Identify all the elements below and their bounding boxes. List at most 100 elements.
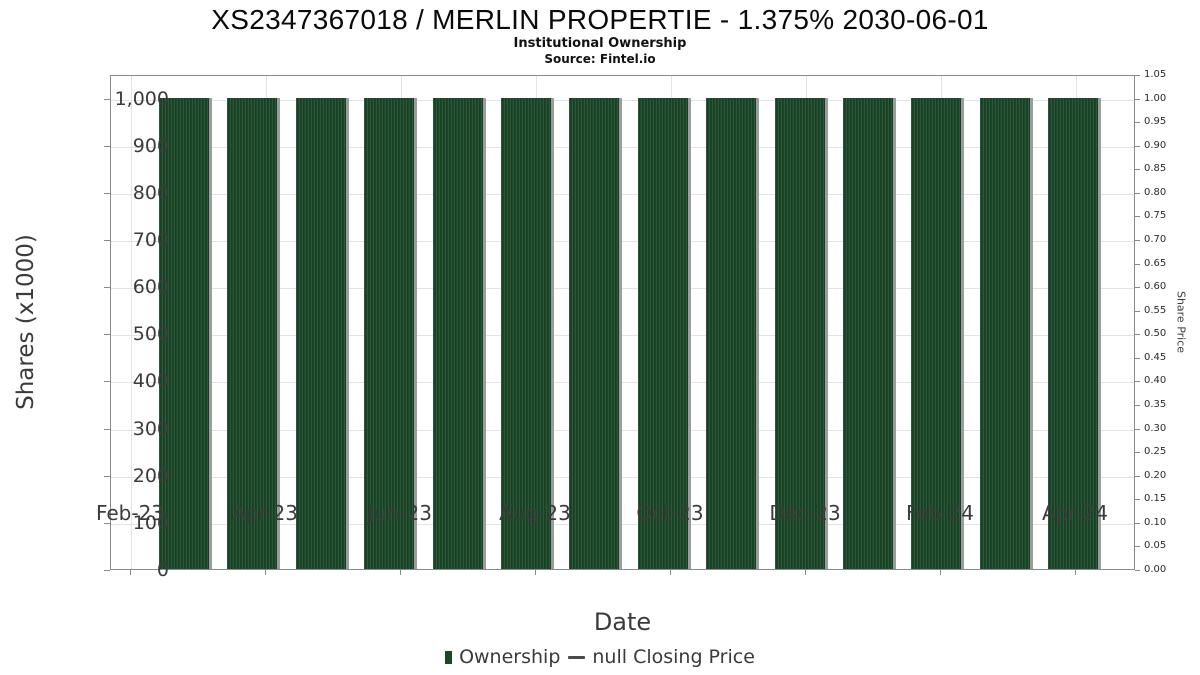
right-tick-mark bbox=[1135, 334, 1140, 336]
plot-area bbox=[110, 75, 1135, 570]
x-axis-tick-label: Apr-24 bbox=[1042, 501, 1108, 525]
x-tick-mark bbox=[265, 570, 266, 575]
right-tick-mark bbox=[1135, 381, 1140, 383]
left-axis-tick-label: 0 bbox=[156, 559, 169, 581]
x-axis-tick-label: Apr-23 bbox=[232, 501, 298, 525]
x-axis-tick-label: Aug-23 bbox=[499, 501, 571, 525]
right-axis-tick-label: 0.95 bbox=[1144, 116, 1167, 128]
right-axis-tick-label: 0.30 bbox=[1144, 422, 1167, 434]
x-tick-mark bbox=[805, 570, 806, 575]
right-axis-tick-label: 0.10 bbox=[1144, 516, 1167, 528]
left-axis-tick-label: 500 bbox=[132, 323, 169, 346]
right-tick-mark bbox=[1135, 499, 1140, 501]
x-tick-mark bbox=[130, 570, 131, 575]
ownership-bar[interactable] bbox=[911, 97, 962, 569]
left-tick-mark bbox=[104, 334, 110, 336]
h-gridline bbox=[111, 288, 1134, 290]
right-tick-mark bbox=[1135, 357, 1140, 359]
chart-source: Source: Fintel.io bbox=[544, 52, 656, 66]
left-axis-tick-label: 100 bbox=[132, 511, 169, 534]
right-axis-tick-label: 0.80 bbox=[1144, 186, 1167, 198]
ownership-bar[interactable] bbox=[774, 97, 825, 569]
left-axis-tick-label: 300 bbox=[132, 417, 169, 440]
ownership-bar[interactable] bbox=[637, 97, 688, 569]
right-axis-tick-label: 0.05 bbox=[1144, 540, 1167, 552]
ownership-bar[interactable] bbox=[432, 97, 483, 569]
ownership-bar[interactable] bbox=[159, 97, 209, 569]
x-tick-mark bbox=[940, 570, 941, 575]
legend-item-ownership[interactable]: Ownership bbox=[445, 646, 560, 668]
right-axis-tick-label: 0.90 bbox=[1144, 139, 1167, 151]
right-axis-tick-label: 0.65 bbox=[1144, 257, 1167, 269]
ownership-bar[interactable] bbox=[227, 97, 278, 569]
left-tick-mark bbox=[104, 145, 110, 147]
right-axis-tick-label: 1.05 bbox=[1144, 69, 1167, 80]
left-axis-tick-label: 1,000 bbox=[114, 87, 169, 110]
h-gridline bbox=[111, 335, 1134, 337]
ownership-bar[interactable] bbox=[706, 97, 757, 569]
right-tick-mark bbox=[1135, 75, 1140, 76]
right-axis-title: Share Price bbox=[1174, 290, 1188, 354]
right-tick-mark bbox=[1135, 546, 1140, 548]
ownership-bar[interactable] bbox=[295, 97, 346, 569]
ownership-bar[interactable] bbox=[501, 97, 551, 569]
x-axis-tick-label: Jun-23 bbox=[368, 501, 432, 525]
left-axis-tick-label: 900 bbox=[132, 134, 169, 157]
right-tick-mark bbox=[1135, 216, 1140, 218]
h-gridline bbox=[111, 146, 1134, 148]
legend-label-closing-price: null Closing Price bbox=[592, 646, 755, 668]
closing-price-line-icon bbox=[568, 655, 586, 659]
ownership-bar[interactable] bbox=[843, 97, 893, 569]
right-tick-mark bbox=[1135, 405, 1140, 406]
right-axis-tick-label: 1.00 bbox=[1144, 92, 1167, 104]
right-tick-mark bbox=[1135, 240, 1140, 241]
h-gridline bbox=[111, 429, 1134, 431]
right-axis-tick-label: 0.70 bbox=[1144, 234, 1167, 245]
x-axis-title: Date bbox=[593, 608, 652, 636]
x-tick-mark bbox=[400, 570, 401, 575]
left-axis-tick-label: 200 bbox=[132, 464, 169, 487]
right-axis-tick-label: 0.20 bbox=[1144, 469, 1167, 481]
ownership-bar[interactable] bbox=[569, 97, 620, 569]
ownership-square-icon bbox=[445, 650, 453, 664]
h-gridline bbox=[111, 382, 1134, 384]
x-tick-mark bbox=[535, 570, 536, 575]
right-axis-tick-label: 0.60 bbox=[1144, 281, 1167, 293]
h-gridline bbox=[111, 476, 1134, 478]
left-tick-mark bbox=[104, 475, 110, 477]
h-gridline bbox=[111, 99, 1134, 101]
legend-item-closing-price[interactable]: null Closing Price bbox=[568, 646, 755, 668]
left-tick-mark bbox=[104, 522, 110, 524]
right-tick-mark bbox=[1135, 122, 1140, 124]
left-tick-mark bbox=[104, 240, 110, 241]
h-gridline bbox=[111, 241, 1134, 242]
right-axis-tick-label: 0.00 bbox=[1144, 564, 1167, 575]
right-tick-mark bbox=[1135, 192, 1140, 194]
right-axis-tick-label: 0.55 bbox=[1144, 304, 1167, 316]
left-axis-tick-label: 400 bbox=[132, 370, 169, 393]
h-gridline bbox=[111, 523, 1134, 525]
right-axis-tick-label: 0.25 bbox=[1144, 446, 1167, 458]
x-axis-tick-label: Dec-23 bbox=[769, 501, 841, 525]
ownership-bar[interactable] bbox=[364, 97, 415, 569]
left-tick-mark bbox=[104, 570, 110, 571]
right-tick-mark bbox=[1135, 428, 1140, 430]
chart-subtitle: Institutional Ownership bbox=[513, 36, 687, 51]
right-axis-tick-label: 0.50 bbox=[1144, 328, 1167, 340]
legend: Ownership null Closing Price bbox=[0, 646, 1200, 668]
ownership-bar[interactable] bbox=[1048, 97, 1099, 569]
right-tick-mark bbox=[1135, 287, 1140, 289]
ownership-bar[interactable] bbox=[979, 97, 1030, 569]
right-tick-mark bbox=[1135, 169, 1140, 171]
left-tick-mark bbox=[104, 192, 110, 194]
x-axis-tick-label: Feb-24 bbox=[905, 501, 975, 525]
left-axis-tick-label: 700 bbox=[132, 229, 169, 251]
v-gridline bbox=[131, 76, 132, 569]
right-tick-mark bbox=[1135, 570, 1140, 571]
left-axis-tick-label: 800 bbox=[132, 181, 169, 204]
right-tick-mark bbox=[1135, 145, 1140, 147]
right-tick-mark bbox=[1135, 263, 1140, 265]
legend-label-ownership: Ownership bbox=[459, 646, 561, 668]
right-axis-tick-label: 0.45 bbox=[1144, 351, 1167, 363]
